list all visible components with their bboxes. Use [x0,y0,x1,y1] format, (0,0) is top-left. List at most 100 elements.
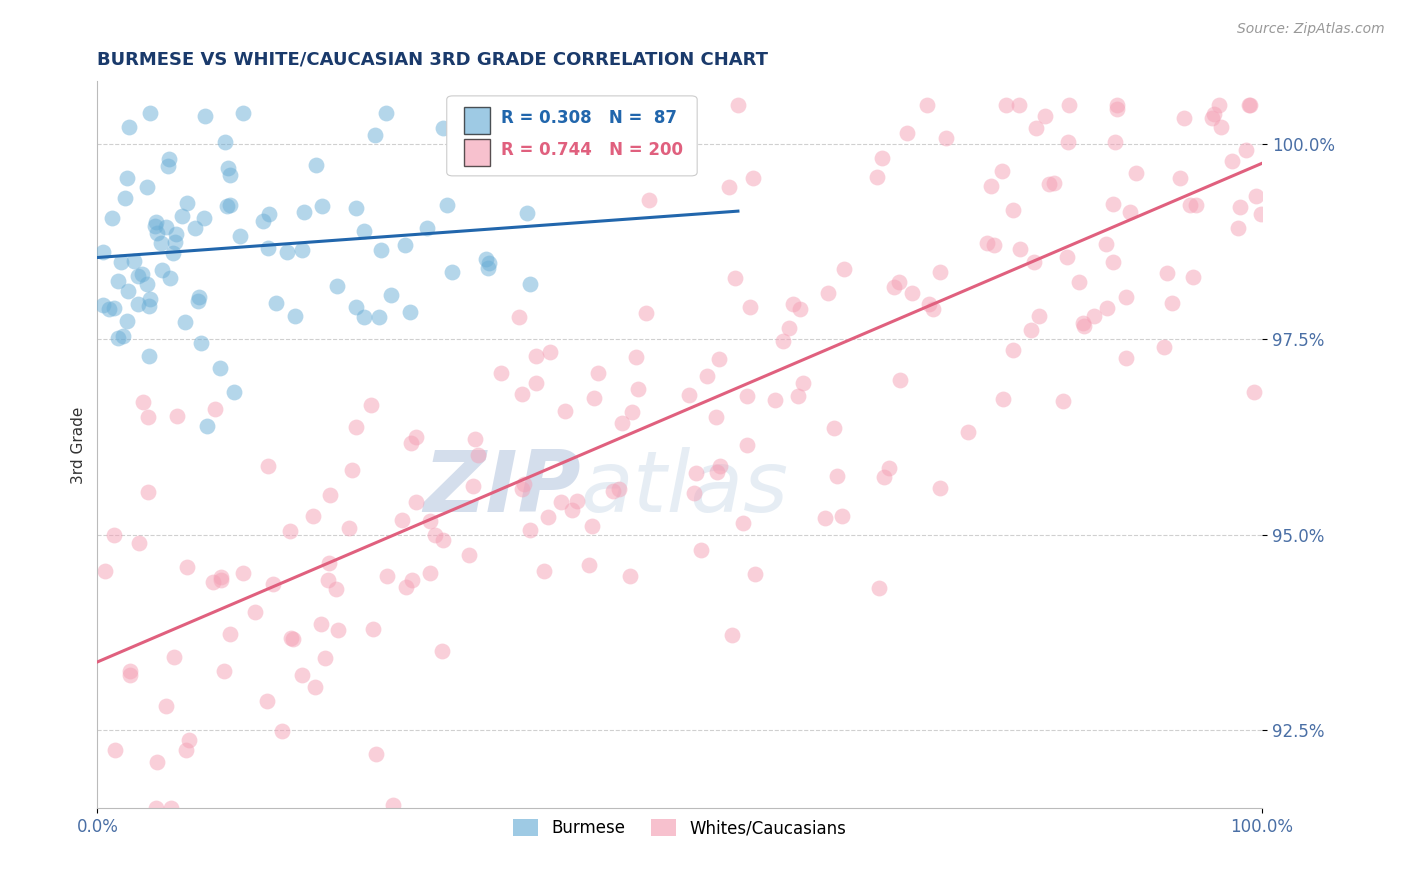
Point [678,388,700,402]
Point [983,237,1005,252]
Point [217,198,239,212]
Point [209,570,232,584]
Point [176,560,198,574]
Point [831,509,853,524]
Legend: Burmese, Whites/Caucasians: Burmese, Whites/Caucasians [506,813,852,844]
Point [243,605,266,619]
Point [93,298,115,312]
Point [533,564,555,578]
Point [1243,384,1265,399]
Point [626,382,648,396]
Point [508,310,530,325]
Point [1250,206,1272,220]
Point [138,349,160,363]
Point [706,465,728,479]
Point [138,105,160,120]
FancyBboxPatch shape [464,107,489,135]
Point [1220,154,1243,169]
Point [174,315,197,329]
Point [319,488,342,502]
Point [519,277,541,292]
Point [685,466,707,480]
Point [94,564,117,578]
Point [1115,351,1137,365]
Point [360,398,382,412]
Point [163,649,186,664]
Point [1028,309,1050,323]
Point [160,801,183,815]
Point [228,228,250,243]
Point [1161,296,1184,310]
Point [763,393,786,408]
Point [127,269,149,284]
Point [1069,275,1091,289]
Point [432,533,454,548]
Point [772,334,794,348]
Point [1234,143,1257,157]
Point [304,680,326,694]
Point [325,582,347,596]
Text: Source: ZipAtlas.com: Source: ZipAtlas.com [1237,22,1385,37]
Point [1237,97,1260,112]
Point [578,558,600,572]
Point [257,458,280,473]
Point [311,198,333,212]
Point [316,573,339,587]
Point [394,238,416,252]
Point [782,297,804,311]
Point [789,302,811,317]
Point [915,97,938,112]
Point [110,255,132,269]
Point [104,743,127,757]
Point [155,699,177,714]
Point [219,198,242,212]
Point [114,191,136,205]
Point [638,194,661,208]
Point [432,120,454,135]
Point [128,536,150,550]
Point [398,305,420,319]
Point [209,573,232,587]
Point [107,274,129,288]
Point [1083,310,1105,324]
Point [281,632,304,646]
Point [305,158,328,172]
Point [195,419,218,434]
Point [127,296,149,310]
Point [1118,205,1140,219]
Point [467,449,489,463]
Point [707,352,730,367]
Point [257,241,280,255]
Point [1181,269,1204,284]
Point [991,163,1014,178]
Point [115,170,138,185]
Point [166,409,188,424]
Point [364,747,387,761]
Point [1095,237,1118,252]
FancyBboxPatch shape [447,95,697,176]
Point [994,97,1017,112]
Point [184,220,207,235]
Point [1168,171,1191,186]
Point [741,171,763,186]
Point [709,459,731,474]
Point [280,632,302,646]
Point [478,256,501,270]
Point [581,519,603,533]
Point [368,310,391,324]
Point [883,280,905,294]
Point [1156,266,1178,280]
Point [872,151,894,165]
Point [391,513,413,527]
Point [463,479,485,493]
Point [337,521,360,535]
Point [817,285,839,300]
Point [375,568,398,582]
Point [510,387,533,401]
Point [217,161,239,176]
Point [453,132,475,146]
Point [441,265,464,279]
Point [1095,301,1118,315]
Point [550,495,572,509]
Point [193,211,215,226]
